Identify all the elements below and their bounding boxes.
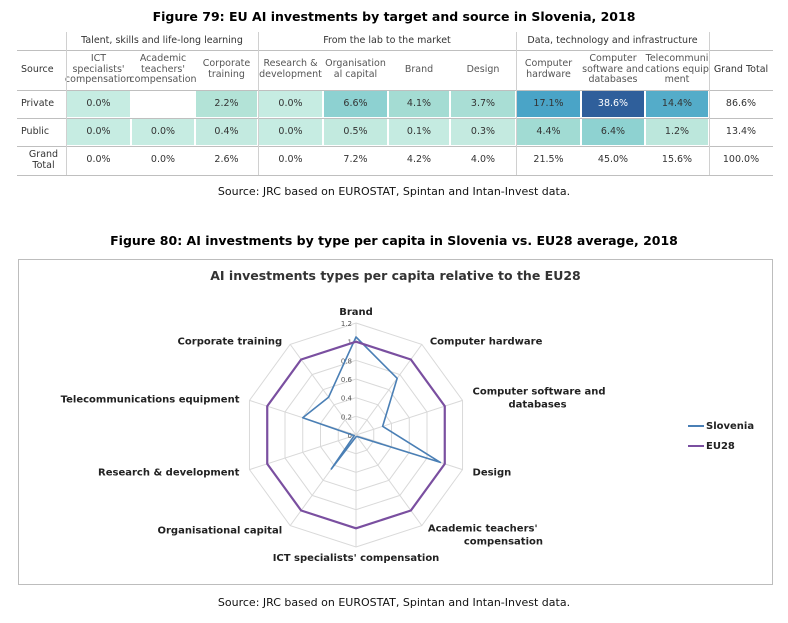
- radar-tick-label: 0.2: [341, 413, 352, 421]
- table-divider: [17, 118, 773, 119]
- axis-label: Research & development: [98, 468, 240, 479]
- column-group-header: From the lab to the market: [323, 34, 451, 46]
- column-header: Computer software and databases: [582, 52, 644, 86]
- table-cell: 0.1%: [389, 119, 449, 145]
- table-cell: 4.1%: [389, 91, 449, 117]
- column-header: Telecommuni cations equip ment: [645, 52, 709, 86]
- column-header: Computer hardware: [524, 58, 573, 80]
- table-cell: 2.6%: [196, 147, 257, 174]
- table-cell: 13.4%: [710, 119, 772, 145]
- axis-label: Corporate training: [178, 336, 283, 347]
- column-header: Corporate training: [202, 58, 251, 80]
- figure79-source: Source: JRC based on EUROSTAT, Spintan a…: [217, 185, 571, 198]
- series-line-slovenia: [301, 336, 442, 470]
- column-header: ICT specialists' compensation: [64, 52, 133, 86]
- row-label: Grand Total: [28, 148, 59, 171]
- table-divider: [258, 32, 259, 175]
- table-cell: 21.5%: [517, 147, 580, 174]
- radar-tick-label: 0.8: [341, 357, 352, 365]
- table-cell: 86.6%: [710, 91, 772, 117]
- table-cell: 1.2%: [646, 119, 708, 145]
- legend-item: EU28: [688, 436, 754, 456]
- series-line-eu28: [266, 340, 446, 530]
- column-header: Academic teachers' compensation: [129, 52, 197, 86]
- column-group-header: Talent, skills and life-long learning: [81, 34, 243, 46]
- radar-spoke: [355, 344, 423, 436]
- column-group-header: Data, technology and infrastructure: [527, 34, 698, 46]
- table-divider: [709, 32, 710, 175]
- table-cell: 0.5%: [324, 119, 387, 145]
- chart-legend: Slovenia EU28: [688, 416, 754, 456]
- figure80-source: Source: JRC based on EUROSTAT, Spintan a…: [217, 596, 571, 609]
- table-cell: 0.0%: [132, 147, 194, 174]
- table-cell: 0.3%: [451, 119, 515, 145]
- column-header: Grand Total: [713, 63, 769, 75]
- investment-table: Talent, skills and life-long learning Fro…: [17, 32, 773, 176]
- radar-tick-label: 0: [348, 432, 352, 440]
- radar-spoke: [355, 434, 423, 526]
- figure80-title: Figure 80: AI investments by type per ca…: [110, 233, 678, 248]
- table-cell: 0.0%: [259, 91, 322, 117]
- radar-chart-panel: AI investments types per capita relative…: [18, 259, 773, 585]
- table-cell: 6.4%: [582, 119, 644, 145]
- table-cell: 3.7%: [451, 91, 515, 117]
- table-divider: [17, 175, 773, 176]
- axis-label: ICT specialists' compensation: [273, 553, 440, 564]
- table-cell: 0.0%: [67, 147, 130, 174]
- row-header-source: Source: [21, 63, 54, 75]
- table-cell: 4.2%: [389, 147, 449, 174]
- axis-label: Computer hardware: [430, 336, 543, 347]
- axis-label: Academic teachers' compensation: [428, 524, 543, 548]
- table-divider: [17, 90, 773, 91]
- axis-label: Design: [473, 468, 512, 479]
- table-cell: 0.0%: [132, 119, 194, 145]
- table-cell: 2.2%: [196, 91, 257, 117]
- table-divider: [516, 32, 517, 175]
- axis-label: Organisational capital: [157, 526, 282, 537]
- column-header: Research & development: [259, 58, 322, 80]
- table-cell: 0.0%: [259, 119, 322, 145]
- table-cell: 0.0%: [259, 147, 322, 174]
- column-header: Design: [466, 63, 500, 75]
- table-cell: 4.4%: [517, 119, 580, 145]
- table-cell: 0.0%: [67, 119, 130, 145]
- table-divider: [17, 50, 773, 51]
- table-cell: 14.4%: [646, 91, 708, 117]
- table-cell: 100.0%: [710, 147, 772, 174]
- table-cell: [132, 91, 194, 117]
- column-header: Brand: [404, 63, 434, 75]
- table-divider: [66, 32, 67, 175]
- legend-label: Slovenia: [706, 420, 755, 432]
- radar-tick-label: 1.2: [341, 320, 352, 328]
- radar-tick-label: 0.4: [341, 395, 353, 403]
- table-cell: 45.0%: [582, 147, 644, 174]
- legend-label: EU28: [706, 440, 735, 452]
- legend-swatch: [688, 425, 704, 427]
- figure79-title: Figure 79: EU AI investments by target a…: [152, 9, 636, 24]
- table-cell: 6.6%: [324, 91, 387, 117]
- table-cell: 15.6%: [646, 147, 708, 174]
- axis-label: Telecommunications equipment: [61, 394, 240, 405]
- row-label: Public: [21, 125, 50, 137]
- axis-label: Brand: [339, 307, 373, 318]
- radar-tick-label: 0.6: [341, 376, 353, 384]
- axis-label: Computer software and databases: [473, 386, 606, 410]
- row-label: Private: [21, 97, 55, 109]
- table-cell: 4.0%: [451, 147, 515, 174]
- column-header: Organisation al capital: [325, 58, 386, 80]
- table-cell: 38.6%: [582, 91, 644, 117]
- legend-item: Slovenia: [688, 416, 754, 436]
- table-cell: 7.2%: [324, 147, 387, 174]
- table-cell: 0.4%: [196, 119, 257, 145]
- table-cell: 0.0%: [67, 91, 130, 117]
- legend-swatch: [688, 445, 704, 447]
- chart-title: AI investments types per capita relative…: [210, 268, 581, 283]
- table-divider: [17, 146, 773, 147]
- table-cell: 17.1%: [517, 91, 580, 117]
